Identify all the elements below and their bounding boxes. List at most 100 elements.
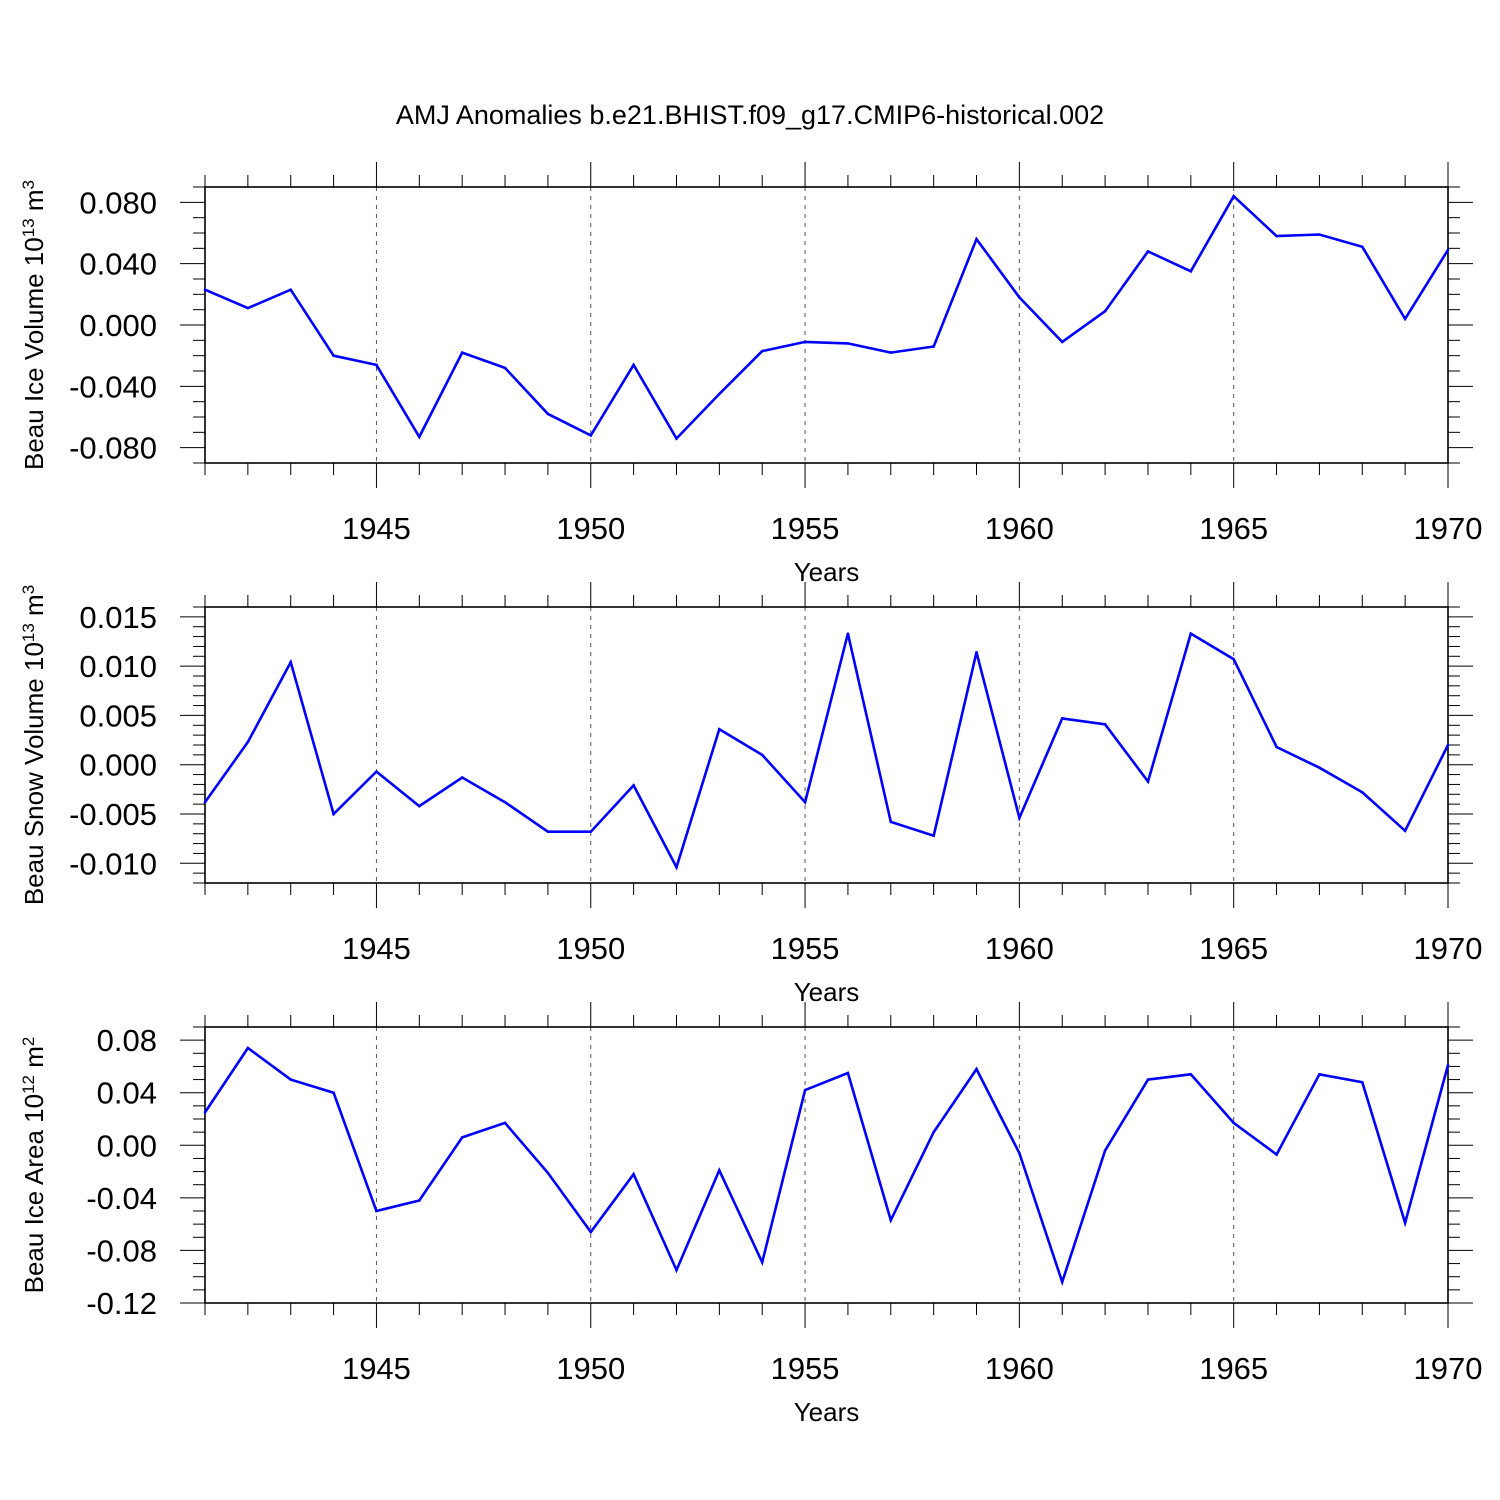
data-point [1360, 791, 1364, 794]
data-point [675, 1268, 678, 1272]
data-point [1360, 245, 1364, 249]
y-axis-title-part: Beau Ice Area 10 [19, 1094, 49, 1293]
data-point [589, 830, 593, 834]
y-axis-title-superscript: 3 [19, 180, 38, 189]
data-point [418, 1199, 421, 1202]
data-point [975, 651, 978, 654]
data-point [375, 770, 378, 773]
series-line [204, 194, 1450, 441]
data-point [375, 363, 378, 367]
x-tick-label: 1955 [771, 511, 840, 546]
y-tick-label: 0.005 [79, 698, 157, 733]
data-point [975, 1067, 978, 1071]
data-point [246, 740, 250, 744]
x-axis-title: Years [794, 557, 860, 587]
data-point [1103, 1149, 1107, 1152]
y-tick-label: 0.08 [97, 1023, 157, 1058]
data-point [1060, 340, 1064, 344]
x-tick-label: 1945 [342, 1351, 411, 1386]
data-point [846, 1071, 850, 1075]
data-point [1318, 1073, 1321, 1076]
data-point [1318, 233, 1321, 236]
y-axis-title-part: Beau Snow Volume 10 [19, 642, 49, 905]
data-point [760, 349, 764, 353]
y-tick-label: 0.000 [79, 308, 157, 343]
data-point [675, 865, 678, 869]
y-tick-label: -0.08 [86, 1233, 157, 1268]
data-point [246, 306, 250, 310]
data-point [460, 1136, 464, 1139]
x-tick-label: 1970 [1414, 931, 1483, 966]
data-point [546, 830, 550, 834]
y-tick-label: -0.010 [69, 846, 157, 881]
data-point [675, 437, 678, 440]
data-point [503, 1121, 507, 1125]
series-line [203, 1046, 1450, 1287]
panel-2: -0.010 -0.005 0.000 0.005 0.010 0.015 1945 1950… [19, 582, 1483, 1007]
data-point [589, 434, 593, 437]
x-tick-label: 1945 [342, 931, 411, 966]
data-point [1146, 250, 1150, 253]
y-tick-label: 0.04 [97, 1076, 157, 1111]
data-point [718, 392, 721, 396]
y-axis-title: Beau Snow Volume 1013 m3 [19, 585, 50, 905]
data-point [1018, 296, 1021, 299]
data-point [803, 340, 807, 344]
data-point [760, 1260, 764, 1264]
data-point [332, 812, 335, 816]
y-tick-label: -0.04 [86, 1181, 157, 1216]
data-point [632, 363, 635, 367]
data-point [889, 351, 893, 354]
data-point [203, 288, 207, 292]
data-point [1275, 1153, 1278, 1156]
data-point [1403, 829, 1407, 833]
data-point [846, 632, 850, 635]
data-point [932, 1130, 935, 1134]
data-point [546, 412, 550, 416]
series-line [203, 631, 1450, 871]
data-point [1018, 816, 1021, 820]
y-tick-label: 0.000 [79, 748, 157, 783]
data-point [760, 753, 764, 757]
y-axis-title-superscript: 2 [19, 1037, 38, 1046]
y-axis-title: Beau Ice Volume 1013 m3 [19, 180, 50, 470]
y-axis-title-superscript: 3 [19, 585, 38, 594]
plot-frame [204, 186, 1449, 464]
y-axis-title: Beau Ice Area 1012 m2 [19, 1037, 50, 1294]
data-point [846, 342, 850, 345]
y-tick-label: 0.010 [79, 649, 157, 684]
data-point [1060, 717, 1064, 720]
data-point [418, 435, 421, 439]
x-tick-label: 1950 [556, 511, 625, 546]
plot-frame [204, 1026, 1449, 1304]
y-axis-title-part: m [19, 189, 49, 218]
data-point [460, 776, 464, 779]
data-point [332, 1091, 335, 1095]
data-point [289, 1078, 293, 1081]
y-tick-label: -0.040 [69, 369, 157, 404]
data-point [503, 800, 507, 804]
data-point [1446, 743, 1450, 747]
data-point [1446, 248, 1450, 252]
data-point [289, 660, 293, 664]
panels: -0.080 -0.040 0.000 0.040 0.080 1945 1950 1955 1… [19, 162, 1483, 1427]
x-tick-label: 1960 [985, 1351, 1054, 1386]
chart-title: AMJ Anomalies b.e21.BHIST.f09_g17.CMIP6-… [396, 100, 1104, 130]
y-axis-title-superscript: 13 [19, 218, 38, 237]
data-point [889, 820, 893, 824]
x-tick-label: 1965 [1199, 511, 1268, 546]
data-point [1403, 1221, 1407, 1225]
data-point [632, 784, 635, 787]
data-point [932, 834, 935, 837]
y-tick-label: -0.080 [69, 431, 157, 466]
data-point [289, 288, 293, 292]
data-point [632, 1172, 635, 1176]
x-tick-label: 1970 [1414, 1351, 1483, 1386]
data-point [1318, 766, 1321, 769]
data-point [589, 1230, 593, 1234]
panel-1: -0.080 -0.040 0.000 0.040 0.080 1945 1950 1955 1… [19, 162, 1482, 587]
data-point [503, 366, 507, 370]
y-tick-label: -0.005 [69, 797, 157, 832]
data-point [718, 727, 721, 731]
